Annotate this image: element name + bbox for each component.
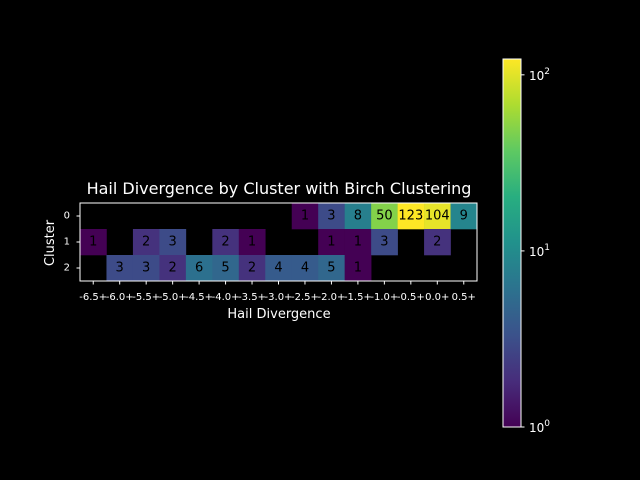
cell-value-label: 1: [301, 209, 309, 224]
cell-value-label: 1: [327, 235, 335, 250]
heatmap-cell: [265, 255, 293, 282]
x-tick-label: -4.0+: [212, 292, 240, 303]
colorbar: [502, 58, 522, 428]
heatmap-cell: [106, 255, 134, 282]
x-tick-label: 0.5+: [452, 292, 476, 303]
heatmap-cell: [291, 255, 319, 282]
heatmap-cell: [132, 229, 160, 256]
heatmap-cell: [80, 229, 107, 256]
cell-value-label: 4: [301, 261, 309, 276]
heatmap-cell: [238, 229, 266, 256]
cell-value-label: 4: [274, 261, 282, 276]
heatmap-cell: [318, 255, 345, 282]
x-tick-label: -0.5+: [397, 292, 425, 303]
x-tick-label: 0.0+: [425, 292, 449, 303]
y-axis-label: Cluster: [43, 219, 58, 266]
y-tick-label: 1: [64, 237, 70, 248]
cell-value-label: 1: [354, 261, 362, 276]
x-axis-label: Hail Divergence: [227, 307, 330, 322]
x-tick-label: -6.5+: [79, 292, 107, 303]
colorbar-tick-label: 101: [529, 243, 550, 259]
cell-value-label: 8: [354, 209, 362, 224]
colorbar-ticks: 100 101 102: [521, 67, 550, 435]
cell-value-label: 6: [195, 261, 203, 276]
cell-value-label: 3: [168, 235, 176, 250]
colorbar-tick-label: 100: [529, 419, 550, 435]
y-tick-label: 2: [64, 263, 70, 274]
cell-value-label: 5: [327, 261, 335, 276]
x-tick-label: -3.5+: [238, 292, 266, 303]
cell-value-label: 123: [398, 209, 423, 224]
x-tick-label: -3.0+: [265, 292, 293, 303]
heatmap-cell: [424, 203, 451, 230]
cell-value-label: 2: [248, 261, 256, 276]
cell-value-label: 3: [116, 261, 124, 276]
x-tick-label: -2.0+: [317, 292, 345, 303]
cell-value-label: 5: [221, 261, 229, 276]
heatmap-cell: [371, 203, 398, 230]
y-tick-label: 0: [64, 211, 70, 222]
x-tick-label: -1.0+: [370, 292, 398, 303]
x-tick-label: -5.0+: [159, 292, 187, 303]
heatmap-cell: [318, 229, 345, 256]
heatmap-cell: [318, 203, 345, 230]
cell-value-label: 1: [248, 235, 256, 250]
x-tick-label: -2.5+: [291, 292, 319, 303]
heatmap-cell: [238, 255, 266, 282]
heatmap-cell: [344, 203, 372, 230]
cell-value-label: 2: [168, 261, 176, 276]
y-ticks: 0 1 2: [64, 211, 80, 274]
x-tick-label: -4.5+: [185, 292, 213, 303]
heatmap-cell: [159, 255, 187, 282]
heatmap-cell: [397, 203, 425, 230]
x-tick-label: -5.5+: [132, 292, 160, 303]
cell-value-label: 2: [142, 235, 150, 250]
x-tick-label: -1.5+: [344, 292, 372, 303]
cell-value-label: 50: [376, 209, 393, 224]
heatmap-cell: [450, 203, 478, 230]
cell-value-label: 1: [354, 235, 362, 250]
cell-value-label: 3: [327, 209, 335, 224]
heatmap-cell: [212, 229, 240, 256]
cell-value-label: 2: [221, 235, 229, 250]
heatmap-cell: [344, 255, 372, 282]
heatmap-cell: [424, 229, 451, 256]
heatmap-cell: [159, 229, 187, 256]
cell-value-label: 9: [460, 209, 468, 224]
cell-value-label: 3: [380, 235, 388, 250]
colorbar-tick-label: 102: [529, 67, 550, 83]
cell-value-label: 104: [425, 209, 450, 224]
heatmap-cells: 1 3 8 50 123 104 91 2 3 2 1 1 1 3 23 3 2 6 5 2 4 4 5 1: [80, 203, 478, 282]
heatmap-cell: [185, 255, 213, 282]
x-ticks: -6.5+-6.0+-5.5+-5.0+-4.5+-4.0+-3.5+-3.0+…: [79, 281, 476, 303]
x-tick-label: -6.0+: [106, 292, 134, 303]
heatmap-cell: [212, 255, 240, 282]
heatmap-cell: [291, 203, 319, 230]
chart-title: Hail Divergence by Cluster with Birch Cl…: [87, 179, 472, 198]
cell-value-label: 2: [433, 235, 441, 250]
cell-value-label: 1: [89, 235, 97, 250]
heatmap-cell: [371, 229, 398, 256]
heatmap-cell: [344, 229, 372, 256]
heatmap-cell: [132, 255, 160, 282]
cell-value-label: 3: [142, 261, 150, 276]
